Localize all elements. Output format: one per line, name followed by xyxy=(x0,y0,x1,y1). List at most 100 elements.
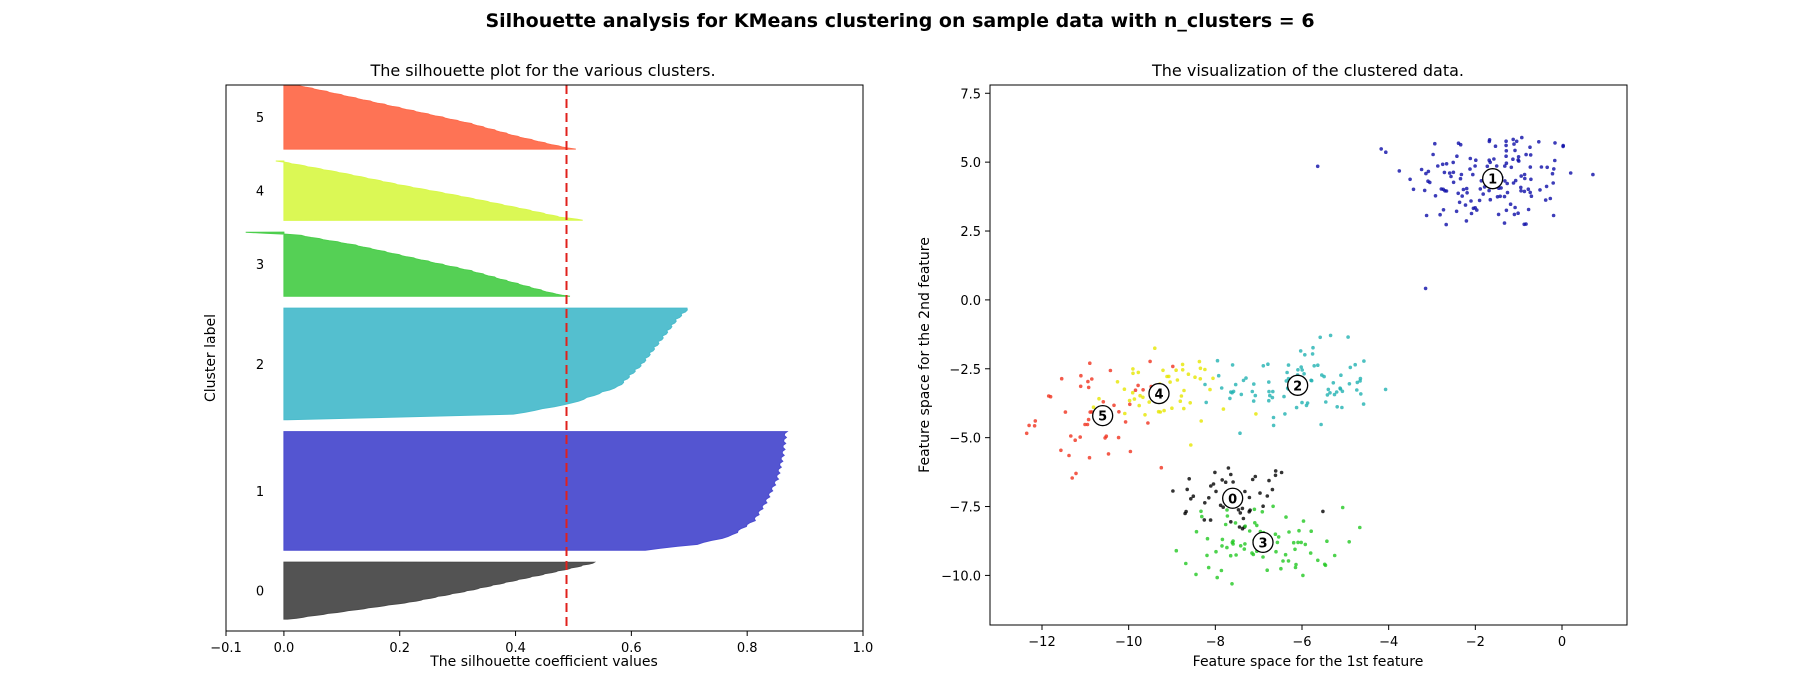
scatter-point-cluster-3 xyxy=(1281,559,1285,563)
scatter-point-cluster-5 xyxy=(1159,465,1164,470)
scatter-point-cluster-1 xyxy=(1514,139,1519,144)
scatter-point-cluster-4 xyxy=(1203,367,1207,372)
scatter-point-cluster-1 xyxy=(1458,142,1463,147)
scatter-point-cluster-3 xyxy=(1301,573,1305,578)
scatter-point-cluster-3 xyxy=(1322,562,1327,567)
scatter-point-cluster-1 xyxy=(1529,177,1533,182)
scatter-point-cluster-1 xyxy=(1504,161,1509,165)
scatter-point-cluster-1 xyxy=(1519,174,1523,178)
scatter-point-cluster-1 xyxy=(1509,165,1514,170)
scatter-point-cluster-0 xyxy=(1184,509,1188,514)
scatter-point-cluster-1 xyxy=(1447,171,1452,175)
scatter-point-cluster-1 xyxy=(1454,209,1459,214)
scatter-point-cluster-2 xyxy=(1271,415,1276,420)
scatter-point-cluster-1 xyxy=(1487,139,1492,144)
scatter-point-cluster-2 xyxy=(1302,372,1306,376)
scatter-point-cluster-2 xyxy=(1310,352,1315,356)
scatter-point-cluster-1 xyxy=(1444,222,1448,227)
silhouette-x-tick-label: 1.0 xyxy=(853,641,874,656)
scatter-point-cluster-1 xyxy=(1543,198,1548,202)
cluster-center-label-5: 5 xyxy=(1098,410,1107,425)
scatter-point-cluster-0 xyxy=(1253,474,1258,479)
scatter-point-cluster-4 xyxy=(1179,394,1184,398)
silhouette-x-axis-label: The silhouette coefficient values xyxy=(429,654,658,670)
scatter-point-cluster-4 xyxy=(1147,400,1151,404)
scatter-y-tick-label: −2.5 xyxy=(949,363,981,378)
scatter-point-cluster-2 xyxy=(1332,392,1337,397)
scatter-point-cluster-0 xyxy=(1209,484,1213,488)
scatter-point-cluster-5 xyxy=(1133,388,1138,393)
silhouette-cluster-label-5: 5 xyxy=(256,111,264,126)
scatter-point-cluster-3 xyxy=(1228,553,1233,558)
scatter-point-cluster-4 xyxy=(1180,362,1185,367)
scatter-y-axis-label: Feature space for the 2nd feature xyxy=(917,237,933,473)
scatter-point-cluster-4 xyxy=(1156,409,1161,414)
scatter-point-cluster-1 xyxy=(1551,181,1555,185)
cluster-center-marker-5 xyxy=(1092,404,1114,427)
cluster-center-label-2: 2 xyxy=(1293,379,1302,394)
cluster-center-label-3: 3 xyxy=(1258,536,1267,551)
scatter-point-cluster-0 xyxy=(1191,494,1196,499)
scatter-point-cluster-1 xyxy=(1528,165,1533,169)
scatter-point-cluster-1 xyxy=(1477,198,1482,203)
cluster-center-label-0: 0 xyxy=(1228,492,1237,507)
scatter-point-cluster-3 xyxy=(1205,553,1209,558)
scatter-point-cluster-1 xyxy=(1444,162,1449,166)
scatter-point-cluster-2 xyxy=(1340,389,1345,394)
scatter-point-cluster-2 xyxy=(1283,412,1287,416)
scatter-point-cluster-4 xyxy=(1182,406,1186,411)
scatter-point-cluster-1 xyxy=(1519,189,1523,193)
scatter-point-cluster-4 xyxy=(1178,399,1183,404)
scatter-point-cluster-5 xyxy=(1136,383,1140,388)
scatter-point-cluster-0 xyxy=(1221,505,1225,510)
scatter-point-cluster-0 xyxy=(1250,477,1255,482)
scatter-point-cluster-5 xyxy=(1116,435,1121,440)
scatter-point-cluster-4 xyxy=(1137,403,1141,408)
scatter-y-tick-label: −10.0 xyxy=(941,569,981,584)
scatter-point-cluster-5 xyxy=(1128,449,1133,454)
scatter-point-cluster-1 xyxy=(1492,157,1496,161)
scatter-point-cluster-4 xyxy=(1115,380,1120,384)
scatter-point-cluster-1 xyxy=(1459,172,1464,177)
scatter-point-cluster-4 xyxy=(1132,397,1137,401)
scatter-point-cluster-4 xyxy=(1143,413,1147,417)
scatter-point-cluster-2 xyxy=(1271,423,1276,428)
scatter-y-tick-label: 5.0 xyxy=(960,156,981,171)
scatter-point-cluster-5 xyxy=(1171,364,1175,369)
scatter-point-cluster-1 xyxy=(1544,184,1549,189)
scatter-point-cluster-3 xyxy=(1174,548,1179,553)
scatter-point-cluster-1 xyxy=(1455,154,1459,158)
scatter-point-cluster-3 xyxy=(1220,544,1224,548)
silhouette-plot-title: The silhouette plot for the various clus… xyxy=(369,61,715,80)
scatter-point-cluster-1 xyxy=(1441,208,1446,212)
scatter-point-cluster-1 xyxy=(1508,202,1513,206)
scatter-point-cluster-1 xyxy=(1502,221,1507,225)
scatter-point-cluster-2 xyxy=(1346,335,1350,339)
scatter-point-cluster-3 xyxy=(1297,528,1301,533)
cluster-center-marker-2 xyxy=(1287,374,1309,396)
scatter-point-cluster-2 xyxy=(1267,389,1271,394)
scatter-point-cluster-2 xyxy=(1325,393,1330,397)
scatter-point-cluster-5 xyxy=(1078,435,1082,439)
scatter-point-cluster-2 xyxy=(1228,396,1232,401)
scatter-point-cluster-5 xyxy=(1148,359,1152,364)
scatter-point-cluster-2 xyxy=(1266,362,1270,367)
scatter-point-cluster-0 xyxy=(1231,480,1235,484)
scatter-point-cluster-3 xyxy=(1284,515,1288,519)
cluster-center-label-1: 1 xyxy=(1488,173,1497,188)
scatter-point-cluster-2 xyxy=(1300,368,1304,372)
scatter-point-cluster-1 xyxy=(1457,200,1462,205)
scatter-point-cluster-1 xyxy=(1495,195,1500,199)
scatter-point-cluster-1 xyxy=(1548,196,1553,201)
scatter-point-cluster-5 xyxy=(1128,402,1132,407)
scatter-point-cluster-2 xyxy=(1261,364,1266,368)
scatter-point-cluster-1 xyxy=(1550,171,1555,176)
scatter-point-cluster-4 xyxy=(1138,393,1142,398)
scatter-point-cluster-1 xyxy=(1464,219,1469,223)
scatter-point-cluster-4 xyxy=(1131,367,1135,371)
scatter-y-tick-label: −7.5 xyxy=(949,501,981,516)
scatter-point-cluster-2 xyxy=(1286,363,1291,367)
scatter-point-cluster-3 xyxy=(1220,537,1225,542)
scatter-point-cluster-3 xyxy=(1247,529,1252,533)
scatter-point-cluster-2 xyxy=(1355,388,1359,392)
